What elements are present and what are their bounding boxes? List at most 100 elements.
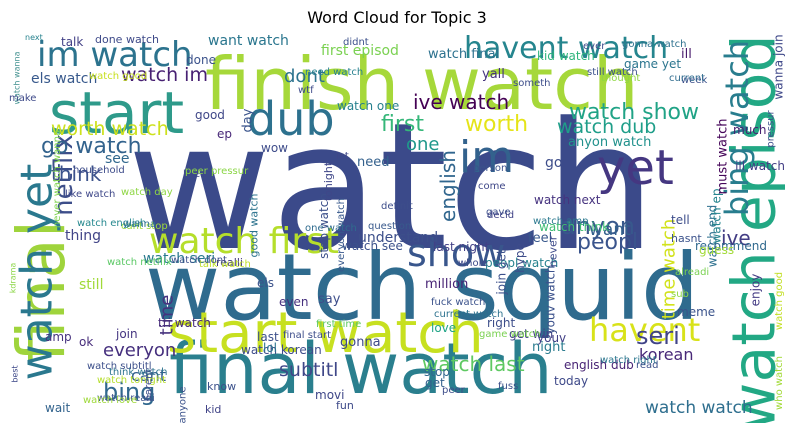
word-person: person — [473, 163, 508, 174]
word-watch-right: watch right — [600, 355, 657, 366]
word-thought: thought — [601, 73, 641, 84]
word-bing: bing — [103, 378, 156, 406]
word-watch-last: watch last — [422, 352, 525, 376]
word-watch-squid: watch squid — [145, 234, 700, 341]
word-finish-watch: finish watch — [205, 42, 639, 126]
word-say: say — [318, 292, 341, 307]
word-thing: thing — [65, 228, 102, 244]
word-els: els — [257, 276, 274, 290]
word-anyon: anyon — [561, 212, 636, 240]
word-didnt: didnt — [343, 37, 369, 48]
word-last: last — [257, 330, 279, 344]
word-fun: fun — [336, 399, 354, 412]
word-read: read — [636, 360, 659, 371]
word-seri: seri — [636, 322, 680, 350]
word-watch-subtitl: watch subtitl — [87, 361, 152, 372]
word-ill: ill — [681, 47, 692, 62]
word-watch-seri: watch seri — [143, 251, 216, 267]
word-understand: understand — [358, 230, 439, 246]
word-watch-next: watch next — [534, 193, 601, 207]
word-go-watch: go watch — [41, 134, 142, 159]
word-start-watch: start watch — [167, 301, 484, 366]
word-ep: ep — [217, 127, 232, 141]
word-recommend: recommend — [695, 239, 767, 253]
word-tri-watch: tri watch — [158, 316, 211, 330]
word-good-watch: good watch — [247, 193, 261, 258]
word-peer-pressur: peer pressur — [185, 166, 249, 177]
word-one-watch: one watch — [305, 223, 357, 234]
word-join-get: join get — [494, 249, 509, 295]
word-gonna-watch: gonna watch — [622, 39, 687, 50]
word-question: question — [368, 221, 412, 232]
word-much: much — [733, 123, 767, 137]
word-amp: amp — [45, 330, 72, 344]
word-want-watch: want watch — [208, 34, 289, 49]
word-know: know — [207, 380, 237, 393]
word-yet: yet — [597, 140, 674, 196]
word-enjoy: enjoy — [748, 273, 763, 307]
word-ill-watch: ill watch — [735, 159, 785, 173]
figure-title: Word Cloud for Topic 3 — [307, 8, 487, 27]
word-worth: worth — [465, 112, 529, 137]
word-wanna: wanna — [123, 219, 157, 230]
word-game-yet: game yet — [624, 57, 682, 71]
word-everyon-watch: everyon watch — [335, 198, 347, 272]
word-watch-tonight: watch tonight — [97, 375, 167, 386]
word-alreadi: alreadi — [675, 267, 710, 278]
word-wtf: wtf — [298, 85, 314, 96]
word-peopl-watch: peopl watch — [485, 256, 559, 270]
word-current: current — [669, 73, 706, 84]
word-need-watch: need watch — [305, 67, 364, 78]
word-fuss: fuss — [498, 381, 519, 392]
word-kid-watch: kid watch — [537, 49, 595, 63]
word-done-watch: done watch — [95, 34, 160, 46]
word-anyon-watch: anyon watch — [568, 135, 652, 150]
word-im-watch: im watch — [37, 35, 193, 75]
word-watch-im: watch im — [121, 64, 208, 86]
word-watch-good: watch good — [774, 271, 785, 331]
word-dub: dub — [247, 92, 335, 146]
word-english: english — [435, 150, 460, 222]
word-watch-think: watch think — [539, 220, 610, 234]
word-els-watch: els watch — [31, 71, 98, 87]
word-night: night — [532, 340, 566, 355]
word-lol: lol — [263, 341, 278, 355]
word-wait: wait — [45, 401, 71, 415]
word-ive-watch: ive watch — [413, 90, 510, 114]
word-get-win: get win — [509, 327, 554, 341]
word-watch-english: watch english — [77, 218, 147, 229]
word-watch-see: watch see — [342, 239, 403, 253]
word-watch-amp: watch amp — [533, 216, 589, 227]
word-see: see — [105, 151, 130, 167]
word-talk-watch: talk watch — [199, 259, 251, 270]
word-peopl: peopl — [577, 230, 639, 255]
word-million: million — [425, 277, 469, 292]
word-who-watch: who watch — [773, 356, 785, 410]
word-english-dub: english dub — [564, 358, 634, 372]
word-yall: yall — [482, 67, 505, 82]
word-think-watch: think watch — [109, 367, 168, 378]
word-watch-watch: watch watch — [645, 398, 753, 418]
word-get: get — [425, 376, 445, 390]
word-gonna: gonna — [340, 335, 381, 350]
word-watch-one: watch one — [337, 99, 400, 113]
word-pressur: pressur — [765, 110, 777, 148]
word-let: let — [336, 151, 349, 162]
word-havent-watch: havent watch — [464, 34, 669, 66]
word-want: want — [589, 220, 631, 240]
word-kid: kid — [205, 403, 222, 416]
word-watch: watch — [127, 85, 657, 290]
word-show: show — [407, 231, 506, 275]
word-cloud: watch watch squid finish watch final watch f… — [9, 34, 785, 423]
word-first-time: first time — [316, 319, 362, 330]
word-watch-dub: watch dub — [557, 116, 657, 138]
word-day: day — [240, 108, 256, 133]
word-need: need — [357, 155, 390, 170]
word-watch-ep: watch ep — [709, 188, 724, 244]
word-whole: whole — [458, 258, 488, 269]
word-feel: feel — [528, 231, 553, 246]
word-watch-korean: watch korean — [241, 343, 322, 357]
word-even: even — [279, 295, 309, 309]
word-watch-netflix: watch netflix — [107, 257, 172, 268]
word-korean: korean — [639, 345, 694, 364]
